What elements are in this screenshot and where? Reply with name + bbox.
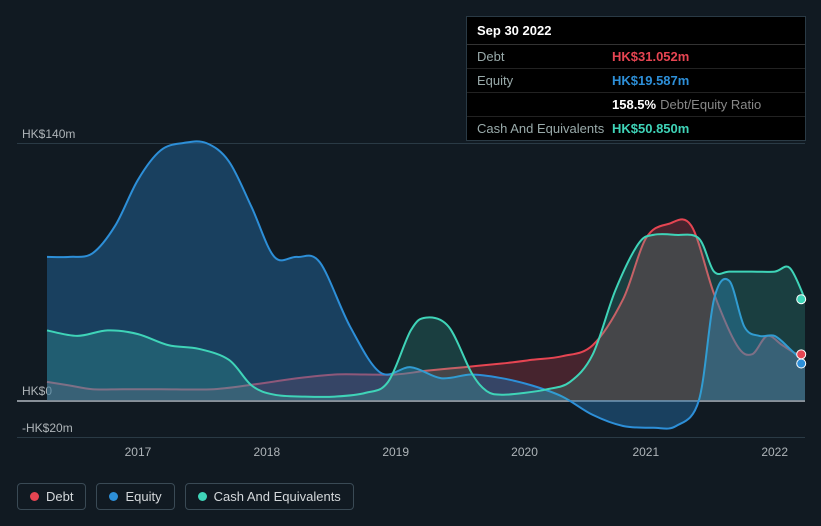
- x-axis-label: 2021: [632, 445, 659, 459]
- tooltip-label: Equity: [477, 73, 612, 88]
- gridline: [17, 437, 805, 438]
- tooltip-label: Cash And Equivalents: [477, 121, 612, 136]
- tooltip-value: HK$31.052m: [612, 49, 689, 64]
- debt-equity-chart: Sep 30 2022DebtHK$31.052mEquityHK$19.587…: [0, 0, 821, 526]
- legend-label: Equity: [125, 489, 161, 504]
- tooltip-value: HK$50.850m: [612, 121, 689, 136]
- series-marker-equity[interactable]: [797, 359, 806, 368]
- tooltip-label: Debt: [477, 49, 612, 64]
- legend-item-debt[interactable]: Debt: [17, 483, 86, 510]
- tooltip-row: Cash And EquivalentsHK$50.850m: [467, 117, 805, 140]
- legend-label: Debt: [46, 489, 73, 504]
- legend-dot-icon: [198, 492, 207, 501]
- tooltip-value: HK$19.587m: [612, 73, 689, 88]
- legend-item-cash and equivalents[interactable]: Cash And Equivalents: [185, 483, 354, 510]
- x-axis-label: 2022: [761, 445, 788, 459]
- series-marker-debt[interactable]: [797, 350, 806, 359]
- y-axis-label: HK$140m: [22, 127, 75, 141]
- tooltip-label: [477, 97, 612, 112]
- plot-area[interactable]: [47, 143, 805, 437]
- tooltip-value: 158.5%: [612, 97, 656, 112]
- series-marker-cash[interactable]: [797, 295, 806, 304]
- x-axis-label: 2017: [125, 445, 152, 459]
- legend-dot-icon: [109, 492, 118, 501]
- x-axis-label: 2019: [382, 445, 409, 459]
- legend-dot-icon: [30, 492, 39, 501]
- tooltip-suffix: Debt/Equity Ratio: [660, 97, 761, 112]
- x-axis-label: 2020: [511, 445, 538, 459]
- tooltip-row: DebtHK$31.052m: [467, 45, 805, 69]
- tooltip-title: Sep 30 2022: [467, 17, 805, 45]
- legend-label: Cash And Equivalents: [214, 489, 341, 504]
- x-axis-label: 2018: [253, 445, 280, 459]
- chart-tooltip: Sep 30 2022DebtHK$31.052mEquityHK$19.587…: [466, 16, 806, 141]
- legend-item-equity[interactable]: Equity: [96, 483, 174, 510]
- chart-legend: Debt Equity Cash And Equivalents: [17, 483, 354, 510]
- tooltip-row: EquityHK$19.587m: [467, 69, 805, 93]
- tooltip-row: 158.5% Debt/Equity Ratio: [467, 93, 805, 117]
